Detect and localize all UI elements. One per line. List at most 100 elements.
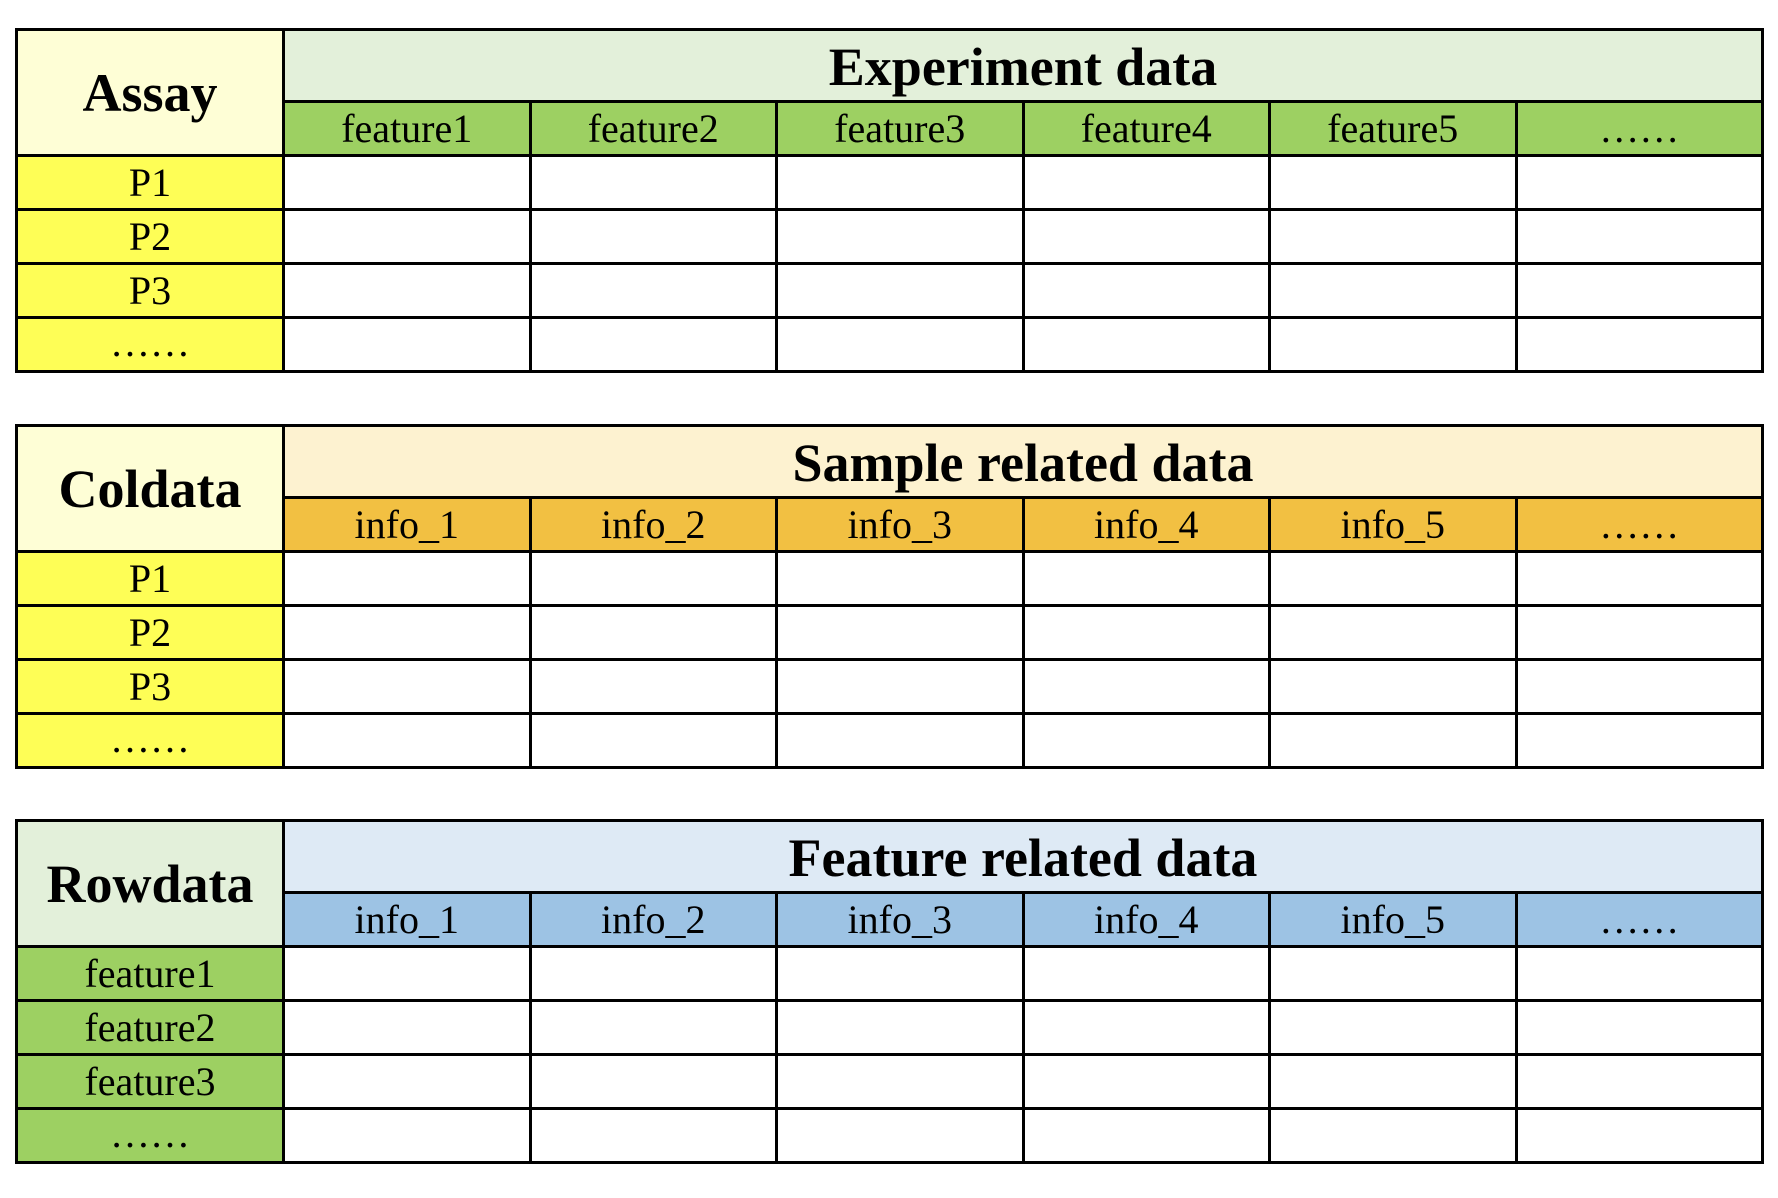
column-header: feature3 [778, 103, 1025, 157]
table-cell [531, 1110, 778, 1164]
table-cell [778, 715, 1025, 769]
row-header: …… [18, 319, 285, 373]
table-cell [1024, 157, 1271, 211]
table-cell [1271, 715, 1518, 769]
column-header: info_4 [1024, 499, 1271, 553]
table-cell [1024, 319, 1271, 373]
column-header: …… [1517, 894, 1764, 948]
table-cell [1517, 553, 1764, 607]
table-cell [1517, 948, 1764, 1002]
column-header: info_1 [285, 499, 532, 553]
table-cell [1024, 661, 1271, 715]
table-cell [1271, 607, 1518, 661]
table-cell [1517, 607, 1764, 661]
column-header: feature5 [1271, 103, 1518, 157]
table-cell [285, 1056, 532, 1110]
row-header: feature1 [18, 948, 285, 1002]
table-cell [531, 265, 778, 319]
column-header: feature2 [531, 103, 778, 157]
row-header: P1 [18, 553, 285, 607]
table-cell [531, 157, 778, 211]
table-cell [285, 661, 532, 715]
table-cell [1024, 553, 1271, 607]
table-cell [1024, 607, 1271, 661]
table-cell [1517, 265, 1764, 319]
table-cell [1271, 157, 1518, 211]
table-cell [285, 319, 532, 373]
table-cell [531, 319, 778, 373]
row-header: …… [18, 1110, 285, 1164]
corner-label: Assay [18, 31, 285, 157]
table-cell [1517, 157, 1764, 211]
column-header: …… [1517, 103, 1764, 157]
table-cell [531, 715, 778, 769]
table-cell [531, 1002, 778, 1056]
table-cell [531, 553, 778, 607]
table-cell [285, 948, 532, 1002]
table-cell [1024, 1056, 1271, 1110]
table-title: Sample related data [285, 427, 1764, 499]
table-cell [1517, 661, 1764, 715]
rowdata-table: Rowdata Feature related data info_1 info_2 i… [15, 819, 1764, 1164]
table-cell [778, 553, 1025, 607]
table-title: Experiment data [285, 31, 1764, 103]
table-cell [1517, 1002, 1764, 1056]
table-cell [1271, 661, 1518, 715]
table-cell [1271, 948, 1518, 1002]
row-header: P2 [18, 211, 285, 265]
table-cell [1517, 1110, 1764, 1164]
table-cell [285, 607, 532, 661]
table-cell [778, 948, 1025, 1002]
column-header: info_5 [1271, 894, 1518, 948]
row-header: …… [18, 715, 285, 769]
table-cell [1517, 319, 1764, 373]
column-header: …… [1517, 499, 1764, 553]
table-cell [1271, 1110, 1518, 1164]
table-cell [778, 1110, 1025, 1164]
table-cell [1024, 265, 1271, 319]
table-cell [778, 661, 1025, 715]
table-cell [1517, 211, 1764, 265]
table-cell [1024, 948, 1271, 1002]
row-header: P3 [18, 265, 285, 319]
column-header: info_4 [1024, 894, 1271, 948]
table-cell [531, 607, 778, 661]
column-header: feature1 [285, 103, 532, 157]
table-cell [531, 661, 778, 715]
column-header: info_1 [285, 894, 532, 948]
table-cell [531, 948, 778, 1002]
table-cell [1271, 319, 1518, 373]
column-header: info_3 [778, 499, 1025, 553]
column-header: info_3 [778, 894, 1025, 948]
table-cell [1271, 265, 1518, 319]
table-cell [778, 607, 1025, 661]
table-cell [285, 265, 532, 319]
table-cell [1271, 1002, 1518, 1056]
table-cell [1517, 1056, 1764, 1110]
column-header: info_2 [531, 894, 778, 948]
row-header: P1 [18, 157, 285, 211]
column-header: info_2 [531, 499, 778, 553]
table-cell [1271, 211, 1518, 265]
assay-table: Assay Experiment data feature1 feature2 feat… [15, 28, 1764, 373]
table-cell [778, 211, 1025, 265]
row-header: P2 [18, 607, 285, 661]
table-cell [778, 1002, 1025, 1056]
table-cell [1271, 1056, 1518, 1110]
table-cell [1024, 715, 1271, 769]
table-cell [285, 1110, 532, 1164]
row-header: feature3 [18, 1056, 285, 1110]
corner-label: Rowdata [18, 822, 285, 948]
table-cell [778, 157, 1025, 211]
table-cell [531, 1056, 778, 1110]
table-cell [531, 211, 778, 265]
column-header: feature4 [1024, 103, 1271, 157]
table-cell [778, 1056, 1025, 1110]
row-header: feature2 [18, 1002, 285, 1056]
coldata-table: Coldata Sample related data info_1 info_2 in… [15, 424, 1764, 769]
table-cell [285, 715, 532, 769]
table-cell [1024, 211, 1271, 265]
table-cell [778, 319, 1025, 373]
table-cell [285, 1002, 532, 1056]
table-cell [1024, 1002, 1271, 1056]
